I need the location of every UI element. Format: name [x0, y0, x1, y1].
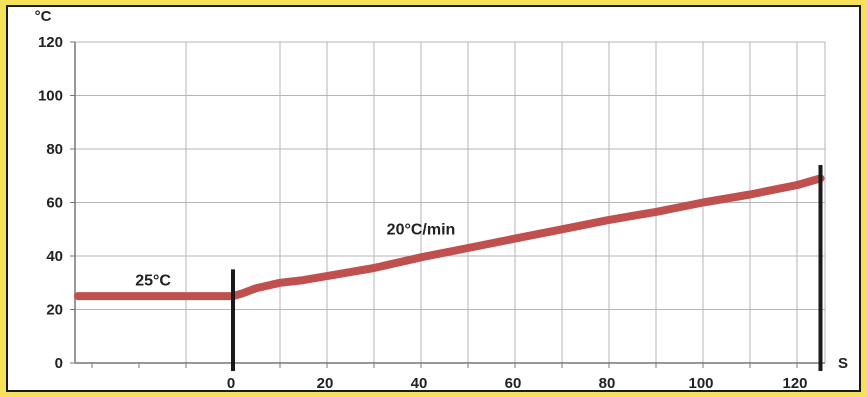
annotation-label: 20°C/min: [387, 222, 456, 239]
y-tick-label: 100: [38, 88, 63, 105]
grid-layer: [75, 41, 826, 363]
y-tick-label: 40: [46, 248, 63, 265]
y-tick-label: 20: [46, 302, 63, 319]
annotation-label: 25°C: [135, 272, 171, 289]
x-tick-label: 120: [782, 375, 807, 390]
y-tick-label: 120: [38, 34, 63, 51]
y-tick-label: 80: [46, 141, 63, 158]
x-tick-label: 60: [505, 375, 522, 390]
y-axis-unit-label: °C: [35, 8, 52, 25]
axis-layer: [70, 41, 825, 368]
y-tick-label: 60: [46, 195, 63, 212]
chart-frame: 0 20 40 60 80 100 120 0 20 40 60 80 100 120 °C S 25°C 20°…: [6, 5, 861, 392]
y-tick-label: 0: [55, 355, 63, 372]
label-layer: 0 20 40 60 80 100 120 0 20 40 60 80 100 120 °C S 25°C 20°…: [35, 8, 848, 390]
x-tick-label: 80: [599, 375, 616, 390]
x-tick-label: 20: [317, 375, 334, 390]
x-tick-label: 0: [227, 375, 235, 390]
x-tick-label: 40: [411, 375, 428, 390]
temperature-series-line: [73, 174, 825, 301]
temperature-chart: 0 20 40 60 80 100 120 0 20 40 60 80 100 120 °C S 25°C 20°…: [35, 8, 848, 390]
x-axis-unit-label: S: [838, 355, 848, 372]
x-tick-label: 100: [688, 375, 713, 390]
series-layer: [73, 165, 825, 371]
